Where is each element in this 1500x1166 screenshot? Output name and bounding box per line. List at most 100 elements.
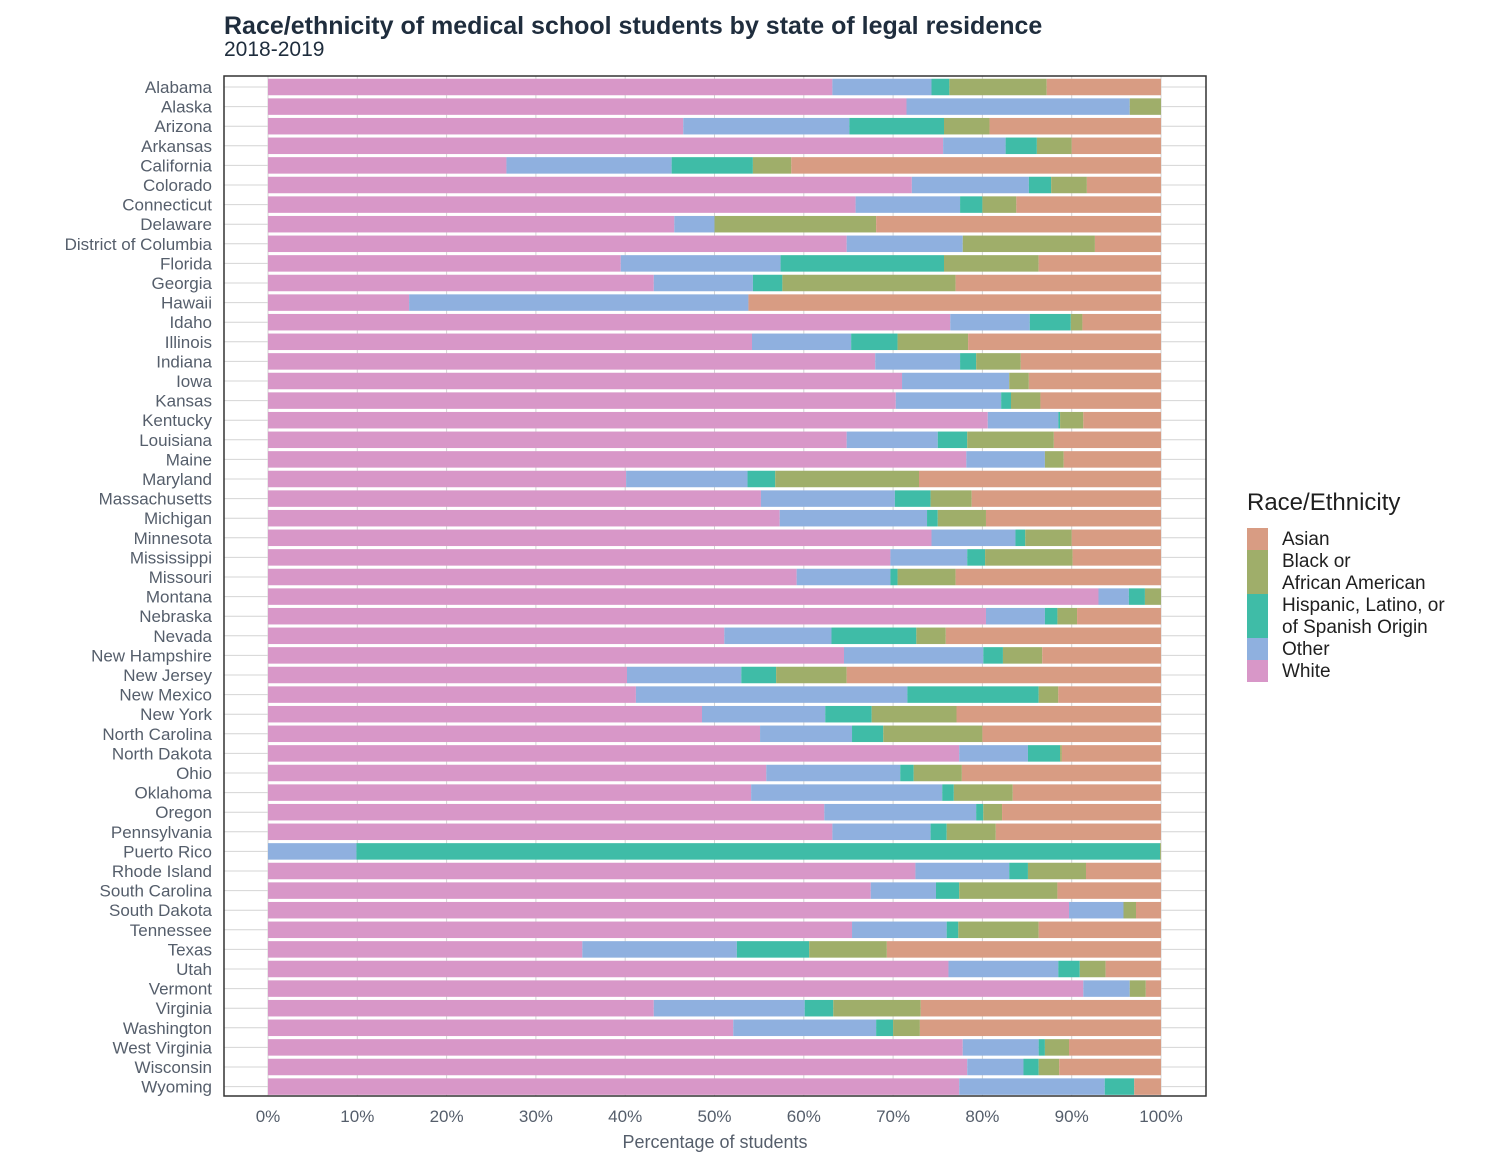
bar-segment-asian <box>1072 549 1161 566</box>
bar-segment-hispanic <box>1104 1078 1135 1095</box>
bar-segment-black <box>883 725 983 743</box>
bar-segment-hispanic <box>1009 862 1028 880</box>
bar-segment-hispanic <box>907 686 1039 703</box>
x-tick-label: 60% <box>787 1107 821 1126</box>
y-axis-tick-labels: AlabamaAlaskaArizonaArkansasCaliforniaCo… <box>65 78 213 1097</box>
bar-segment-black <box>944 255 1039 272</box>
y-tick-label: Massachusetts <box>99 490 212 509</box>
bar-segment-white <box>268 941 583 958</box>
y-tick-label: New Hampshire <box>91 646 212 665</box>
bar-segment-asian <box>985 509 1161 527</box>
y-tick-label: Alaska <box>161 98 213 117</box>
bar-segment-black <box>1129 98 1161 115</box>
bar-segment-asian <box>1040 392 1161 409</box>
y-tick-label: Michigan <box>144 509 212 528</box>
bar-segment-other <box>760 490 895 507</box>
y-tick-label: Oklahoma <box>135 784 213 803</box>
legend-swatch-hispanic <box>1247 594 1268 638</box>
bar-segment-asian <box>1038 255 1161 272</box>
y-tick-label: Illinois <box>165 333 212 352</box>
bar-segment-white <box>268 627 725 645</box>
bar-segment-asian <box>971 490 1161 507</box>
bar-segment-white <box>268 137 944 155</box>
y-tick-label: Missouri <box>149 568 212 587</box>
y-tick-label: Virginia <box>156 999 213 1018</box>
legend-label-other: Other <box>1282 639 1330 660</box>
bar-segment-asian <box>1002 803 1161 821</box>
y-tick-label: Maryland <box>142 470 212 489</box>
bar-segment-white <box>268 98 907 115</box>
bar-segment-hispanic <box>876 1019 894 1037</box>
bar-segment-white <box>268 764 767 782</box>
bar-segment-black <box>1070 313 1083 331</box>
bar-segment-white <box>268 705 702 723</box>
y-tick-label: Georgia <box>152 274 213 293</box>
bar-segment-black <box>1123 901 1136 919</box>
bar-segment-other <box>635 686 908 703</box>
bar-segment-hispanic <box>894 490 931 507</box>
y-tick-label: Indiana <box>156 352 212 371</box>
bar-segment-white <box>268 196 856 213</box>
y-tick-label: District of Columbia <box>65 235 213 254</box>
bar-segment-asian <box>1057 882 1161 899</box>
bar-segment-black <box>949 78 1047 96</box>
y-tick-label: Nebraska <box>139 607 212 626</box>
bar-segment-asian <box>1058 686 1161 703</box>
bar-segment-white <box>268 353 876 370</box>
bar-segment-white <box>268 176 912 194</box>
y-tick-label: Kansas <box>155 392 212 411</box>
bar-segment-white <box>268 784 752 801</box>
bar-segment-black <box>752 157 792 174</box>
y-tick-label: Colorado <box>143 176 212 195</box>
bar-segment-white <box>268 862 916 880</box>
bar-segment-hispanic <box>967 549 986 566</box>
bar-segment-black <box>775 470 919 488</box>
bar-segment-white <box>268 568 797 586</box>
bar-segment-other <box>943 137 1006 155</box>
x-tick-label: 70% <box>876 1107 910 1126</box>
bar-segment-white <box>268 1019 734 1037</box>
y-tick-label: Vermont <box>149 980 213 999</box>
y-tick-label: New Jersey <box>123 666 212 685</box>
bar-segment-white <box>268 1078 960 1095</box>
bar-segment-asian <box>1063 451 1161 468</box>
bar-segment-black <box>959 882 1058 899</box>
bar-segment-white <box>268 607 986 625</box>
legend-label-hispanic: Hispanic, Latino, or <box>1282 595 1445 616</box>
bar-segment-asian <box>1028 372 1161 390</box>
bar-segment-other <box>987 411 1059 429</box>
bar-segment-other <box>931 529 1016 547</box>
bar-segment-asian <box>1077 607 1161 625</box>
bar-segment-asian <box>1016 196 1161 213</box>
bar-segment-hispanic <box>1023 1058 1039 1076</box>
bar-segment-hispanic <box>851 333 898 351</box>
bar-segment-asian <box>918 470 1161 488</box>
bar-segment-other <box>948 960 1059 978</box>
bar-segment-hispanic <box>1015 529 1026 547</box>
bar-segment-white <box>268 901 1070 919</box>
legend-swatch-other <box>1247 638 1268 660</box>
bar-segment-hispanic <box>1058 960 1080 978</box>
bar-segment-other <box>985 607 1045 625</box>
bar-segment-asian <box>748 294 1161 311</box>
y-tick-label: West Virginia <box>112 1038 212 1057</box>
bar-segment-black <box>946 823 996 841</box>
y-tick-label: Puerto Rico <box>123 842 212 861</box>
legend-label-black: Black or <box>1282 551 1351 572</box>
bar-segment-other <box>959 745 1028 762</box>
bar-segment-white <box>268 451 967 468</box>
bar-segment-black <box>897 568 956 586</box>
bar-segment-hispanic <box>780 255 945 272</box>
bar-segment-hispanic <box>804 999 834 1017</box>
bar-segment-other <box>902 372 1010 390</box>
y-tick-label: California <box>140 156 212 175</box>
y-tick-label: Idaho <box>169 313 212 332</box>
bar-segment-white <box>268 647 844 664</box>
bar-segment-other <box>911 176 1029 194</box>
y-tick-label: South Carolina <box>100 882 213 901</box>
bar-segment-other <box>950 313 1030 331</box>
bar-segment-asian <box>920 999 1161 1017</box>
bar-segment-white <box>268 1039 963 1056</box>
bar-segment-hispanic <box>1038 1039 1045 1056</box>
bar-segment-other <box>683 117 850 135</box>
